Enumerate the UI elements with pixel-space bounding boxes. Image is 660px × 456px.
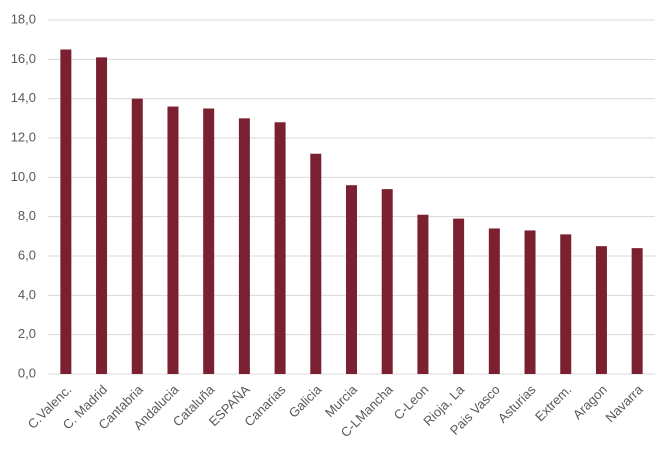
x-tick-label: Extrem. (532, 382, 574, 424)
bar (381, 189, 393, 374)
bar (417, 214, 429, 374)
bar (595, 246, 607, 374)
y-tick-label: 0,0 (18, 365, 36, 380)
y-tick-label: 8,0 (18, 208, 36, 223)
bar (524, 230, 536, 374)
bar (274, 122, 286, 375)
x-tick-label: Asturias (495, 382, 539, 426)
bar (131, 98, 143, 375)
bar (631, 248, 643, 374)
y-tick-label: 2,0 (18, 326, 36, 341)
x-tick-label: Navarra (602, 381, 646, 425)
y-tick-label: 14,0 (11, 90, 36, 105)
x-tick-label: Galicia (286, 381, 325, 420)
bar (96, 57, 108, 374)
y-tick-label: 10,0 (11, 169, 36, 184)
bar (203, 108, 215, 374)
y-tick-label: 12,0 (11, 129, 36, 144)
bar (560, 234, 572, 374)
y-tick-label: 18,0 (11, 11, 36, 26)
bar (488, 228, 500, 374)
bar (238, 118, 250, 374)
bar (167, 106, 179, 375)
y-tick-label: 16,0 (11, 51, 36, 66)
y-tick-label: 6,0 (18, 247, 36, 262)
bar (310, 153, 322, 374)
bar (346, 185, 357, 374)
bar (60, 49, 72, 374)
bar (453, 218, 465, 374)
y-tick-label: 4,0 (18, 287, 36, 302)
